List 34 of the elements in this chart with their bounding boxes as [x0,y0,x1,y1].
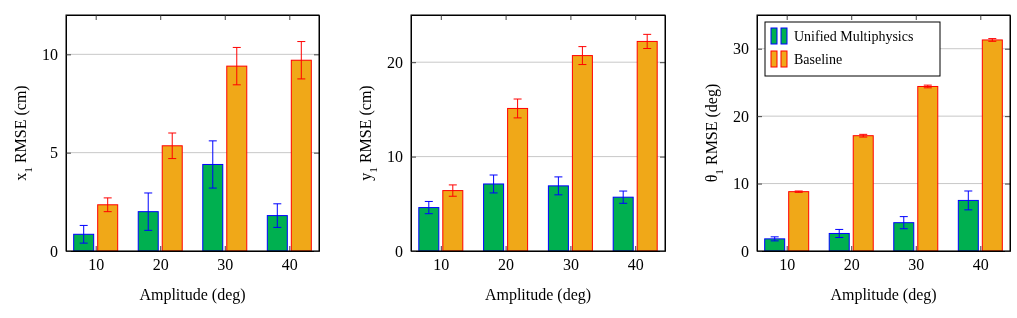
y-tick-label: 5 [50,144,58,162]
x-tick-label: 40 [972,256,989,274]
bar [852,135,874,252]
y-tick-label: 20 [733,107,749,125]
x-tick-label: 20 [152,256,169,274]
bar [788,191,810,252]
y-tick-label: 30 [733,40,749,58]
legend-label: Baseline [794,52,843,67]
x-tick-label: 40 [281,256,298,274]
x-tick-label: 10 [88,256,105,274]
x-tick-label: 10 [779,256,796,274]
y-tick-label: 10 [42,45,58,63]
x-tick-label: 30 [908,256,925,274]
x-tick-label: 10 [433,256,450,274]
y-tick-label: 10 [733,175,749,193]
y-tick-label: 10 [387,148,403,166]
y-tick-label: 20 [387,53,403,71]
legend-label: Unified Multiphysics [794,29,914,44]
x-tick-label: 30 [562,256,579,274]
bar [917,85,939,252]
x-tick-label: 30 [217,256,234,274]
x-tick-label: 20 [498,256,515,274]
x-axis-title: Amplitude (deg) [139,286,246,304]
x-axis-title: Amplitude (deg) [830,286,937,304]
bar [442,190,464,252]
bar [612,196,634,252]
x-tick-label: 20 [843,256,860,274]
y-tick-label: 0 [50,242,58,260]
y-tick-label: 0 [741,242,749,260]
x-tick-label: 40 [627,256,644,274]
bar [828,232,850,252]
y-tick-label: 0 [395,242,403,260]
bar [981,39,1003,252]
x-axis-title: Amplitude (deg) [484,286,592,304]
